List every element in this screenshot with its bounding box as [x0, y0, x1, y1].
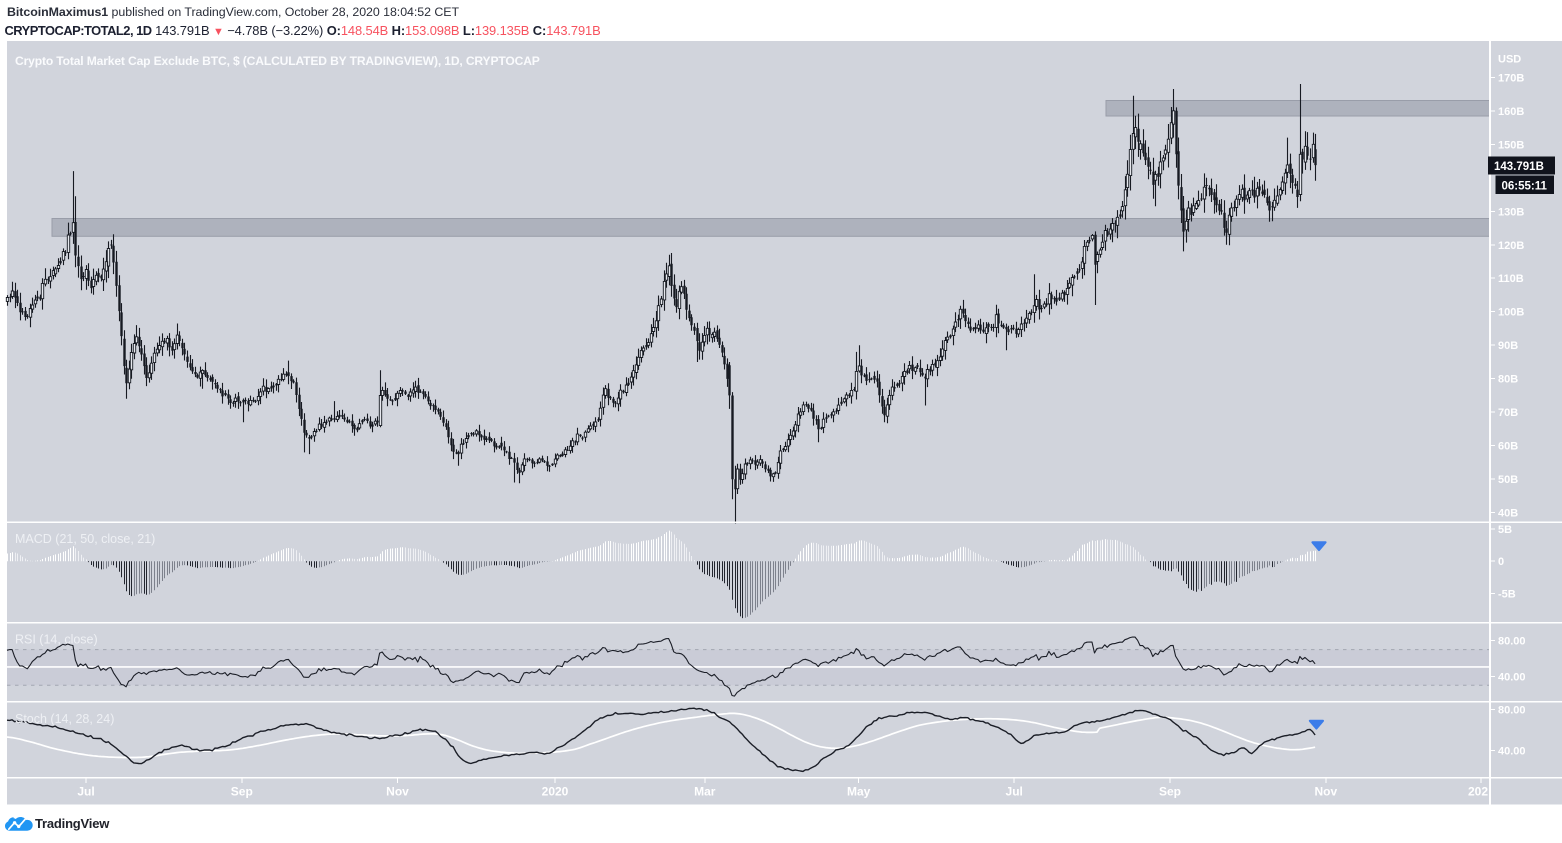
svg-text:Mar: Mar — [694, 785, 716, 799]
svg-text:Jul: Jul — [77, 785, 94, 799]
svg-text:MACD (21, 50, close, 21): MACD (21, 50, close, 21) — [15, 532, 155, 546]
svg-text:Jul: Jul — [1006, 785, 1023, 799]
svg-text:80.00: 80.00 — [1498, 704, 1526, 716]
svg-text:143.791B: 143.791B — [1494, 161, 1544, 173]
svg-text:120B: 120B — [1498, 240, 1524, 252]
svg-text:5B: 5B — [1498, 524, 1512, 536]
svg-text:40B: 40B — [1498, 508, 1518, 520]
svg-text:May: May — [847, 785, 871, 799]
svg-text:80B: 80B — [1498, 374, 1518, 386]
svg-text:0: 0 — [1498, 556, 1504, 568]
svg-text:110B: 110B — [1498, 273, 1524, 285]
svg-text:Sep: Sep — [1159, 785, 1181, 799]
svg-text:40.00: 40.00 — [1498, 671, 1526, 683]
svg-text:100B: 100B — [1498, 307, 1524, 319]
svg-text:150B: 150B — [1498, 139, 1524, 151]
svg-text:170B: 170B — [1498, 72, 1524, 84]
svg-text:Crypto Total Market Cap Exclud: Crypto Total Market Cap Exclude BTC, $ (… — [15, 54, 540, 68]
svg-text:80.00: 80.00 — [1498, 636, 1526, 648]
svg-text:70B: 70B — [1498, 407, 1518, 419]
svg-text:202: 202 — [1468, 785, 1488, 799]
svg-text:130B: 130B — [1498, 206, 1524, 218]
svg-text:160B: 160B — [1498, 106, 1524, 118]
svg-text:50B: 50B — [1498, 474, 1518, 486]
svg-text:Sep: Sep — [231, 785, 253, 799]
svg-text:RSI (14, close): RSI (14, close) — [15, 633, 98, 647]
svg-text:Nov: Nov — [386, 785, 409, 799]
svg-text:60B: 60B — [1498, 441, 1518, 453]
svg-text:Nov: Nov — [1314, 785, 1337, 799]
svg-text:40.00: 40.00 — [1498, 745, 1526, 757]
svg-text:USD: USD — [1498, 53, 1521, 65]
svg-text:06:55:11: 06:55:11 — [1502, 181, 1548, 193]
svg-text:-5B: -5B — [1498, 589, 1516, 601]
svg-text:2020: 2020 — [542, 785, 569, 799]
svg-text:90B: 90B — [1498, 340, 1518, 352]
svg-text:Stoch (14, 28, 24): Stoch (14, 28, 24) — [15, 712, 114, 726]
